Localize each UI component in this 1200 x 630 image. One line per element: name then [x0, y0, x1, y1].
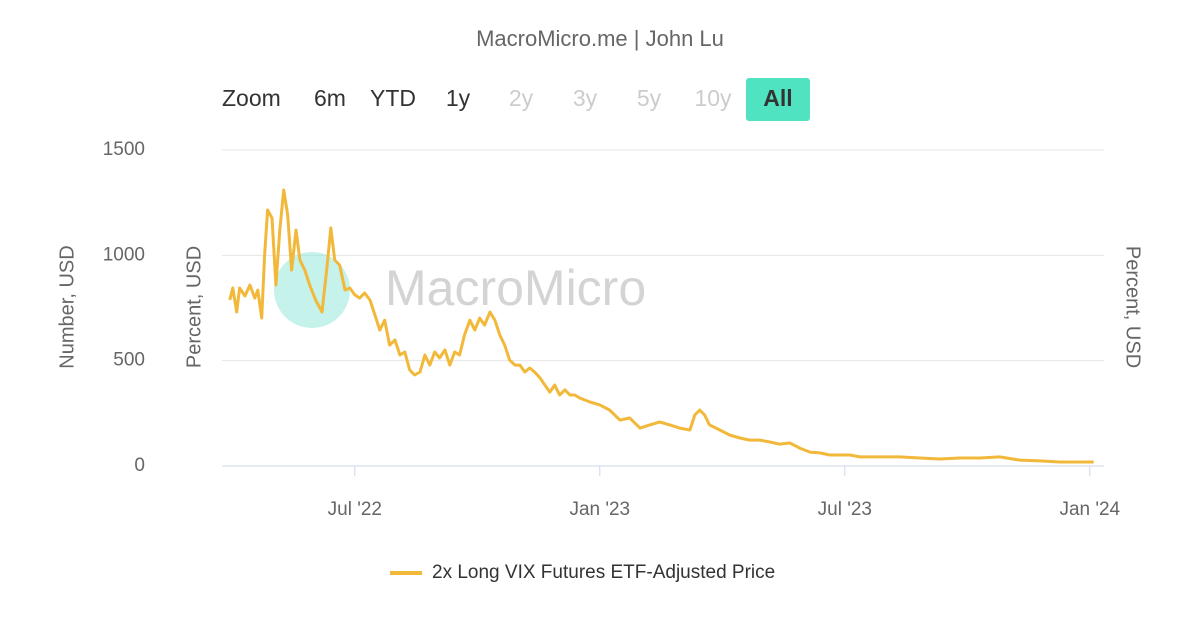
x-tick-label: Jul '22: [328, 499, 382, 520]
active-range-bg[interactable]: [746, 78, 810, 121]
range-button-active[interactable]: All: [763, 85, 792, 111]
y-tick-label: 1000: [103, 244, 145, 265]
y-tick-label: 0: [134, 455, 145, 476]
watermark: MacroMicro: [385, 260, 646, 316]
x-tick-label: Jan '23: [569, 499, 630, 520]
y-tick-label: 1500: [103, 139, 145, 160]
y-axis-label: Number, USD: [56, 245, 78, 368]
data-line: [228, 188, 1094, 464]
chart-title: MacroMicro.me | John Lu: [476, 26, 724, 51]
y-tick-label: 500: [113, 350, 145, 371]
zoom-label: Zoom: [222, 85, 281, 111]
range-button[interactable]: YTD: [370, 85, 416, 111]
range-button: 2y: [509, 85, 534, 111]
y-axis-label: Percent, USD: [183, 246, 205, 368]
y2-axis-label: Percent, USD: [1122, 246, 1144, 368]
legend-label[interactable]: 2x Long VIX Futures ETF-Adjusted Price: [432, 562, 775, 583]
range-button: 5y: [637, 85, 662, 111]
x-tick-label: Jan '24: [1059, 499, 1120, 520]
x-tick-label: Jul '23: [818, 499, 872, 520]
range-button: 10y: [694, 85, 732, 111]
range-button[interactable]: 1y: [446, 85, 471, 111]
range-button: 3y: [573, 85, 598, 111]
range-button[interactable]: 6m: [314, 85, 346, 111]
